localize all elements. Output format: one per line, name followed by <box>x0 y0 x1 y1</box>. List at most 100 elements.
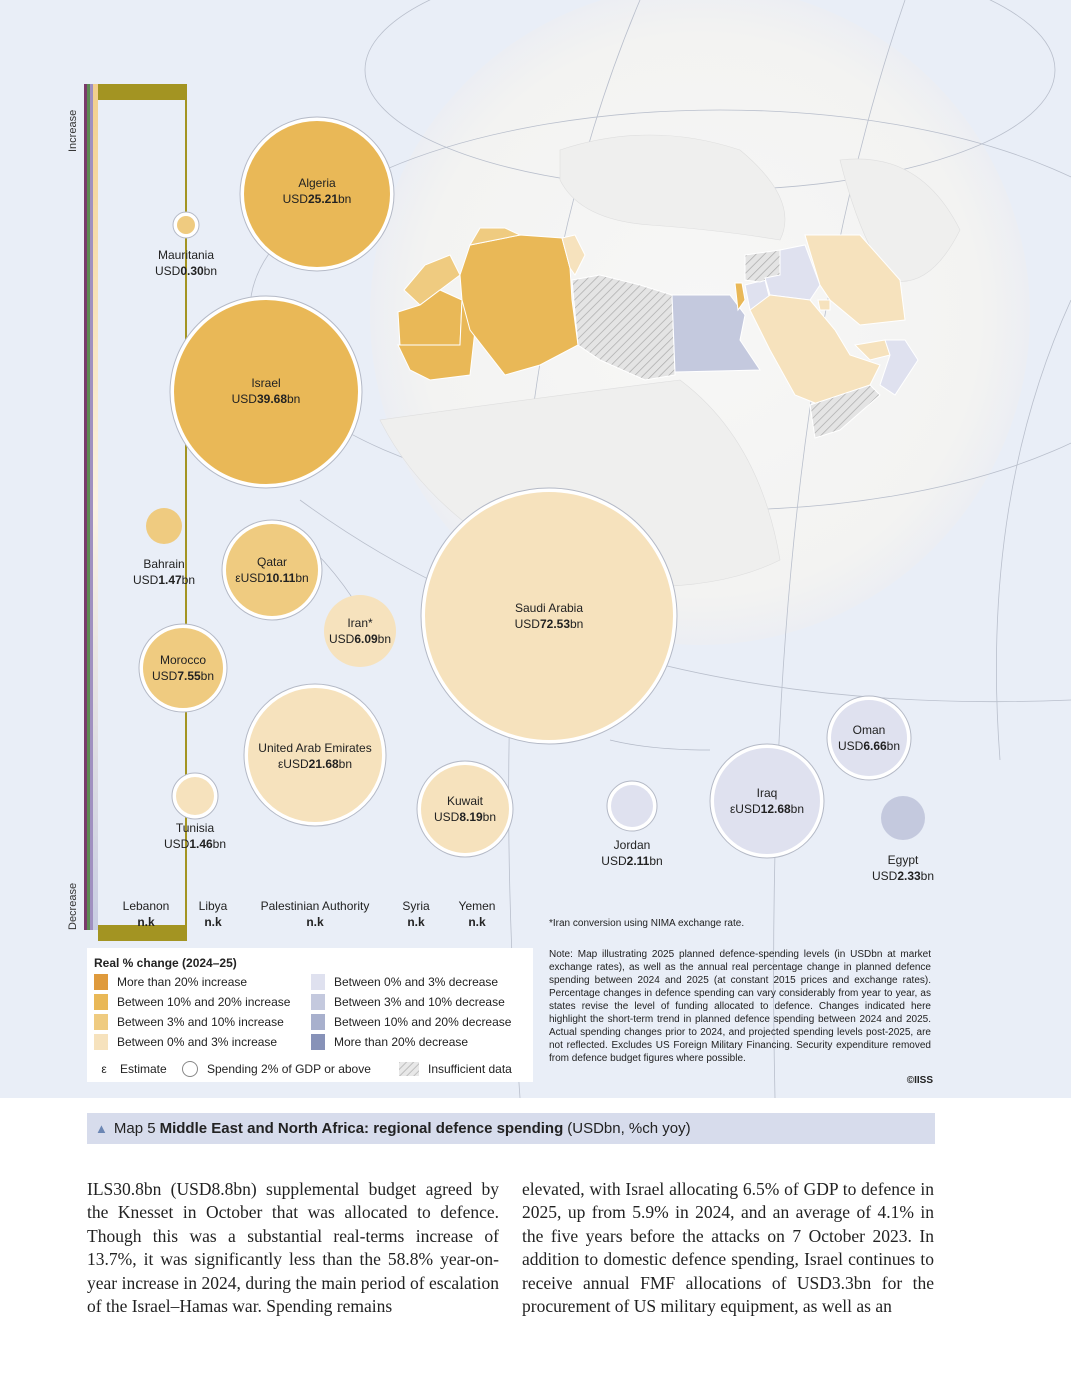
estimate-symbol: ε <box>101 1062 107 1076</box>
country-name: Lebanon <box>122 899 170 913</box>
country-yemen <box>809 384 881 439</box>
country-oman <box>879 339 919 396</box>
bubble-label-united-arab-emirates: United Arab Emirates εUSD21.68bn <box>258 740 371 772</box>
value-number: 12.68 <box>760 802 791 816</box>
body-column-left: ILS30.8bn (USD8.8bn) supplemental budget… <box>87 1178 499 1318</box>
bubble-kuwait <box>421 765 509 853</box>
value-number: 7.55 <box>177 669 201 683</box>
legend-estimate: ε Estimate <box>97 1061 166 1077</box>
bubble-bahrain <box>146 508 182 544</box>
legend-label: Between 10% and 20% decrease <box>334 1015 512 1029</box>
bubble-label-algeria: Algeria USD25.21bn <box>283 175 352 207</box>
legend-insufficient: Insufficient data <box>399 1061 512 1077</box>
value-unit: bn <box>287 392 301 406</box>
spending-value: εUSD10.11bn <box>235 570 308 586</box>
value-number: 21.68 <box>308 757 339 771</box>
value-prefix: USD <box>433 810 460 824</box>
spending-value: εUSD21.68bn <box>258 756 371 772</box>
country-name: Saudi Arabia <box>514 601 584 615</box>
value-unit: bn <box>482 810 497 824</box>
legend-label: Between 3% and 10% increase <box>117 1015 284 1029</box>
bubble-iraq <box>714 748 820 854</box>
value-unit: bn <box>338 757 353 771</box>
country-name: Israel <box>251 376 281 390</box>
country-algeria-coast <box>469 227 522 246</box>
value-unit: bn <box>295 571 309 585</box>
legend: Real % change (2024–25) More than 20% in… <box>87 948 533 1082</box>
map-note: Note: Map illustrating 2025 planned defe… <box>549 949 931 1064</box>
country-saudi-arabia <box>749 294 881 406</box>
bubble-label-kuwait: Kuwait USD8.19bn <box>434 793 496 825</box>
legend-item: Between 3% and 10% increase <box>94 1014 284 1030</box>
spending-value: n.k <box>407 915 425 929</box>
bubble-israel <box>174 300 358 484</box>
body-column-right: elevated, with Israel allocating 6.5% of… <box>522 1178 934 1318</box>
value-prefix: εUSD <box>277 757 309 771</box>
value-prefix: USD <box>601 854 627 868</box>
value-prefix: USD <box>231 392 257 406</box>
no-data-palestinian-authority: Palestinian Authority n.k <box>261 898 370 930</box>
axis-increase-label: Increase <box>67 109 79 152</box>
legend-item: Between 10% and 20% increase <box>94 994 290 1010</box>
spending-value: USD72.53bn <box>515 616 584 632</box>
legend-swatch <box>311 974 325 990</box>
country-name: Palestinian Authority <box>260 899 370 913</box>
no-data-lebanon: Lebanon n.k <box>123 898 170 930</box>
insufficient-label: Insufficient data <box>428 1062 512 1076</box>
country-name: Iran* <box>347 616 373 630</box>
bubble-label-iran: Iran* USD6.09bn <box>329 615 391 647</box>
bubble-label-iraq: Iraq εUSD12.68bn <box>730 785 804 817</box>
caption-prefix: Map 5 <box>113 1120 156 1137</box>
value-prefix: εUSD <box>729 802 761 816</box>
value-number: 2.33 <box>897 869 921 883</box>
legend-label: Between 0% and 3% decrease <box>334 975 499 989</box>
legend-item: More than 20% decrease <box>311 1034 468 1050</box>
bubble-oman <box>831 700 907 776</box>
legend-item: Between 0% and 3% increase <box>94 1034 277 1050</box>
value-number: 25.21 <box>307 192 339 206</box>
hatch-swatch-icon <box>399 1062 419 1076</box>
country-iran <box>804 234 906 326</box>
bubble-united-arab-emirates <box>248 688 382 822</box>
legend-label: Between 3% and 10% decrease <box>334 995 505 1009</box>
value-unit: bn <box>203 264 218 278</box>
axis-bars <box>84 84 187 941</box>
value-unit: bn <box>920 869 935 883</box>
gdp-label: Spending 2% of GDP or above <box>207 1062 371 1076</box>
bubble-label-jordan: Jordan USD2.11bn <box>601 837 662 869</box>
bubble-algeria <box>244 121 390 267</box>
legend-label: Between 0% and 3% increase <box>117 1035 278 1049</box>
bubble-label-oman: Oman USD6.66bn <box>838 722 900 754</box>
legend-swatch <box>311 1014 325 1030</box>
body-text-left: ILS30.8bn (USD8.8bn) supplemental budget… <box>87 1179 499 1317</box>
spending-value: USD39.68bn <box>232 391 301 407</box>
value-unit: bn <box>790 802 805 816</box>
country-name: Morocco <box>159 653 206 667</box>
value-number: 72.53 <box>539 617 571 631</box>
no-data-yemen: Yemen n.k <box>459 898 496 930</box>
value-prefix: USD <box>151 669 178 683</box>
value-unit: bn <box>377 632 392 646</box>
country-kuwait <box>817 299 831 311</box>
bubble-label-mauritania: Mauritania USD0.30bn <box>155 247 217 279</box>
map-caption: ▲ Map 5 Middle East and North Africa: re… <box>87 1113 935 1144</box>
bubble-label-saudi-arabia: Saudi Arabia USD72.53bn <box>515 600 584 632</box>
value-prefix: εUSD <box>235 571 266 585</box>
map-graphic <box>84 0 1071 1098</box>
country-name: Oman <box>852 723 886 737</box>
defence-spending-map: Increase Decrease Algeria USD25.21bn Mauri… <box>0 0 1071 1098</box>
country-name: Kuwait <box>446 794 484 808</box>
spending-value: USD6.66bn <box>838 738 900 754</box>
value-number: 1.47 <box>158 573 182 587</box>
caption-suffix: (USDbn, %ch yoy) <box>567 1120 691 1137</box>
country-mauritania <box>397 299 476 381</box>
value-prefix: USD <box>132 573 159 587</box>
legend-item: Between 0% and 3% decrease <box>311 974 498 990</box>
legend-label: More than 20% increase <box>117 975 248 989</box>
value-unit: bn <box>212 837 227 851</box>
value-prefix: USD <box>837 739 864 753</box>
value-unit: bn <box>200 669 215 683</box>
country-shapes <box>397 227 919 439</box>
bubble-label-bahrain: Bahrain USD1.47bn <box>133 556 195 588</box>
spending-value: n.k <box>468 915 486 929</box>
